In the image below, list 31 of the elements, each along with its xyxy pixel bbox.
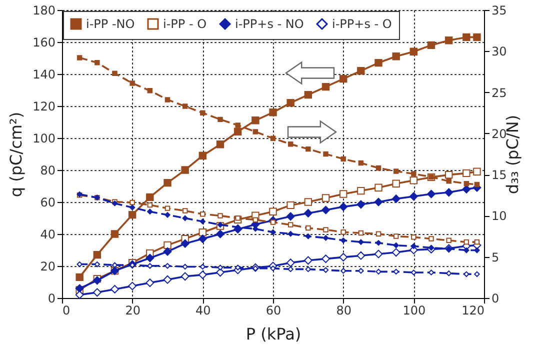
y-tick-label: 0 xyxy=(48,292,56,306)
y2-tick-label: 30 xyxy=(492,44,507,59)
y-tick-label: 160 xyxy=(32,36,56,50)
y-tick-label: 140 xyxy=(32,68,56,82)
y2-tick-label: 0 xyxy=(492,292,500,306)
y2-tick-label: 35 xyxy=(492,4,507,18)
y-tick-label: 80 xyxy=(40,164,56,178)
x-tick-label: 20 xyxy=(125,304,140,318)
y-tick-label: 40 xyxy=(40,228,56,242)
y2-tick-label: 5 xyxy=(492,250,500,264)
y-axis-title: q (pC/cm²) xyxy=(6,112,26,198)
x-tick-label: 120 xyxy=(462,304,484,318)
y-tick-label: 120 xyxy=(32,100,56,114)
y-tick-label: 20 xyxy=(40,260,56,274)
y2-tick-label: 20 xyxy=(492,126,507,141)
y-tick-label: 100 xyxy=(32,132,56,146)
legend-label: i-PP - O xyxy=(163,17,207,31)
x-tick-label: 100 xyxy=(402,304,426,318)
legend-label: i-PP+s - O xyxy=(332,17,392,31)
y2-tick-label: 15 xyxy=(492,168,507,182)
legend-label: i-PP -NO xyxy=(86,17,135,31)
x-tick-label: 80 xyxy=(336,304,352,318)
y-tick-label: 60 xyxy=(40,196,56,210)
x-tick-label: 60 xyxy=(266,304,282,318)
legend-label: i-PP+s - NO xyxy=(235,17,304,31)
x-tick-label: 40 xyxy=(196,304,211,318)
y-tick-label: 180 xyxy=(32,4,56,18)
y2-tick-label: 10 xyxy=(492,209,507,224)
y2-tick-label: 25 xyxy=(492,86,507,100)
x-tick-label: 0 xyxy=(62,304,70,318)
x-axis-title: P (kPa) xyxy=(246,324,302,344)
